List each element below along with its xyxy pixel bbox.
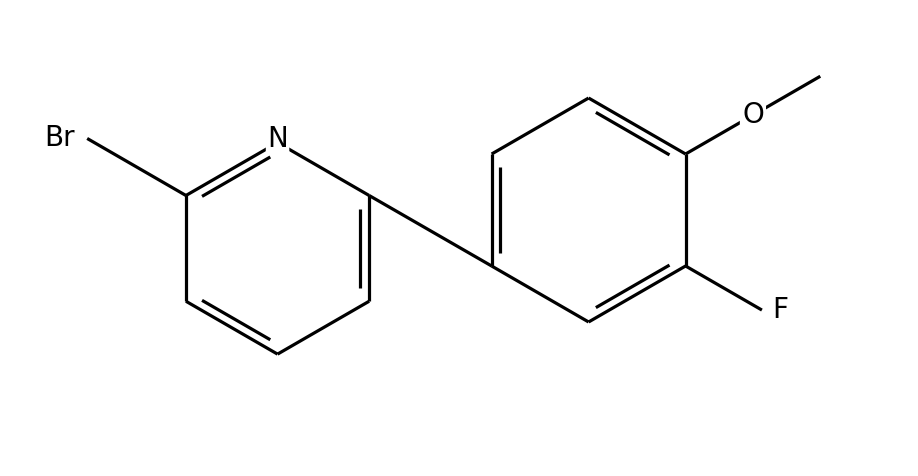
Text: Br: Br [44, 124, 74, 152]
Text: F: F [772, 296, 789, 324]
Text: N: N [267, 126, 288, 153]
Text: O: O [742, 101, 764, 129]
